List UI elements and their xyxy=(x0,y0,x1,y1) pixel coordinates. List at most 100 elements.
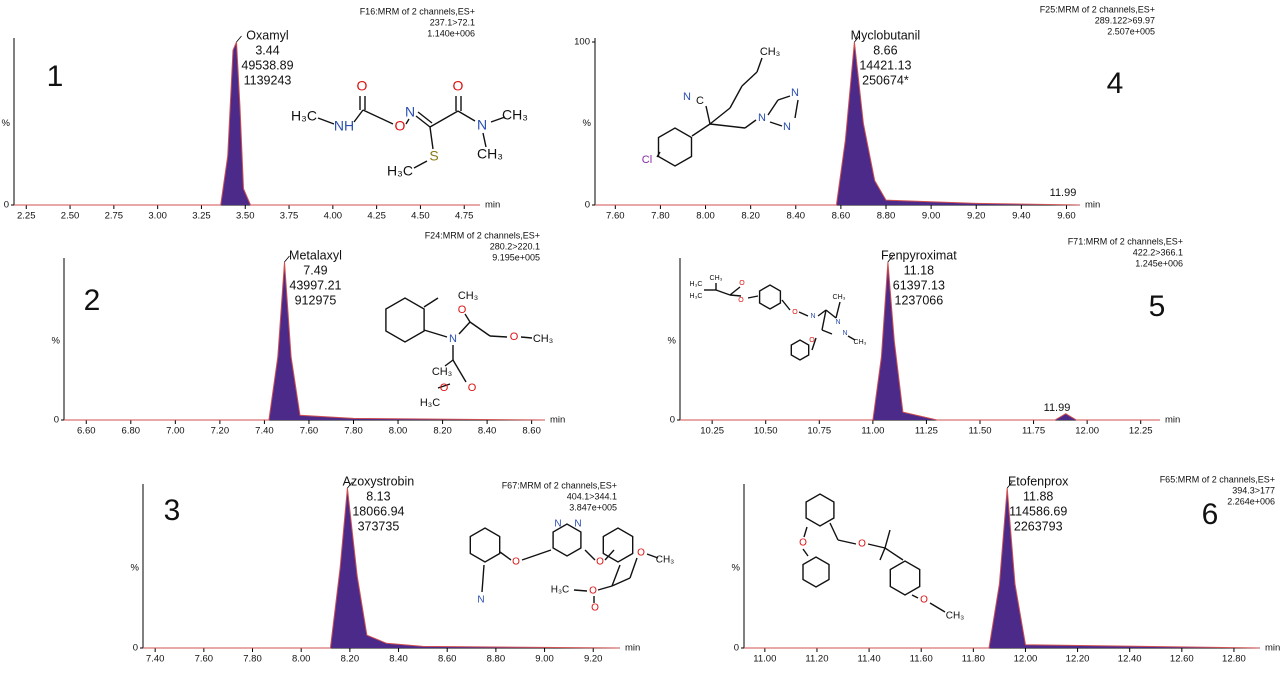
peak-pointer xyxy=(854,35,860,43)
bond xyxy=(490,116,506,123)
atom-label: O xyxy=(637,548,645,559)
atom-label: CH₃ xyxy=(432,366,452,378)
bond xyxy=(423,297,439,308)
x-tick-label: 8.60 xyxy=(522,426,541,437)
bond xyxy=(911,594,919,599)
channel-header: 422.2>366.1 xyxy=(1133,247,1183,257)
bond xyxy=(884,547,904,561)
peak-label: 11.88 xyxy=(1023,489,1053,503)
x-tick-label: 7.20 xyxy=(211,426,230,437)
atom-label: CH₃ xyxy=(833,294,846,301)
x-tick-label: 8.80 xyxy=(877,211,896,222)
ring xyxy=(385,297,425,343)
bond xyxy=(604,549,615,561)
bond xyxy=(489,335,508,338)
bond xyxy=(353,109,364,123)
bond xyxy=(825,309,837,319)
x-tick-label: 8.00 xyxy=(292,654,311,665)
peak-area xyxy=(595,42,1080,205)
bond xyxy=(777,95,791,101)
atom-label: O xyxy=(512,557,520,568)
channel-header: 289.122>69.97 xyxy=(1095,15,1155,25)
x-axis-label: min xyxy=(625,643,640,654)
x-tick-label: 8.40 xyxy=(787,211,806,222)
x-tick-label: 2.50 xyxy=(61,211,80,222)
peak-label: 49538.89 xyxy=(241,58,293,72)
x-tick-label: 4.25 xyxy=(367,211,386,222)
atom-label: N xyxy=(835,319,840,326)
atom-label: CH₃ xyxy=(502,107,528,123)
x-tick-label: 8.00 xyxy=(389,426,408,437)
x-axis-label: min xyxy=(485,200,500,211)
x-tick-label: 8.20 xyxy=(741,211,760,222)
peak-pointer xyxy=(284,255,290,263)
annotation: 11.99 xyxy=(1044,402,1071,414)
atom-label: O xyxy=(440,382,449,394)
ring xyxy=(552,523,582,557)
x-tick-label: 9.60 xyxy=(1057,211,1076,222)
ring xyxy=(469,527,501,563)
ring xyxy=(657,127,693,167)
bond xyxy=(867,543,886,549)
atom-label: CH₃ xyxy=(760,46,780,58)
channel-header: F65:MRM of 2 channels,ES+ xyxy=(1160,474,1275,484)
bond xyxy=(481,564,485,593)
x-tick-label: 7.40 xyxy=(146,654,165,665)
y-axis-label: % xyxy=(131,563,140,574)
bond xyxy=(747,295,759,299)
bond xyxy=(802,548,809,557)
x-tick-label: 8.60 xyxy=(438,654,457,665)
x-tick-label: 10.50 xyxy=(754,426,778,437)
x-tick-label: 7.80 xyxy=(243,654,262,665)
atom-label: H₃C xyxy=(690,293,703,300)
atom-label: O xyxy=(589,586,597,597)
peak-label: Myclobutanil xyxy=(851,28,920,42)
ring xyxy=(790,339,810,361)
atom-label: H₃C xyxy=(387,163,413,179)
x-tick-label: 4.00 xyxy=(324,211,343,222)
atom-label: CH₃ xyxy=(710,275,723,282)
x-tick-label: 12.00 xyxy=(1014,654,1038,665)
atom-label: N xyxy=(554,519,561,530)
atom-label: O xyxy=(357,78,368,94)
atom-label: CH₃ xyxy=(533,333,553,345)
panel-number: 4 xyxy=(1107,67,1124,100)
y-tick-label: 100 xyxy=(574,37,590,48)
x-tick-label: 7.80 xyxy=(344,426,363,437)
channel-header: 280.2>220.1 xyxy=(490,241,540,251)
atom-label: Cl xyxy=(642,154,652,166)
channel-header: 394.3>177 xyxy=(1232,485,1275,495)
atom-label: O xyxy=(591,603,599,614)
x-tick-label: 8.40 xyxy=(389,654,408,665)
x-tick-label: 11.40 xyxy=(858,654,881,665)
peak-area xyxy=(744,488,1260,648)
atom-label: N xyxy=(574,519,581,530)
x-tick-label: 3.25 xyxy=(192,211,211,222)
bond xyxy=(482,132,487,148)
y-tick-label: 0 xyxy=(670,415,675,426)
channel-header: 237.1>72.1 xyxy=(430,17,475,27)
x-tick-label: 12.40 xyxy=(1118,654,1142,665)
atom-label: O xyxy=(453,78,464,94)
bond xyxy=(429,126,434,150)
atom-label: O xyxy=(510,331,519,343)
bond xyxy=(929,602,946,613)
x-tick-label: 3.00 xyxy=(148,211,167,222)
bond xyxy=(767,99,779,116)
channel-header: 404.1>344.1 xyxy=(567,491,617,501)
x-tick-label: 9.00 xyxy=(922,211,941,222)
bond xyxy=(629,557,638,579)
bond xyxy=(803,526,808,538)
atom-label: O xyxy=(739,280,745,287)
atom-label: O xyxy=(858,539,866,550)
y-tick-label: 0 xyxy=(133,643,138,654)
y-tick-label: 0 xyxy=(4,200,9,211)
peak-pointer xyxy=(887,255,894,263)
peak-label: 8.13 xyxy=(366,489,390,503)
atom-label: CH₃ xyxy=(946,611,965,622)
bond xyxy=(464,313,471,323)
channel-header: F71:MRM of 2 channels,ES+ xyxy=(1068,236,1183,246)
atom-label: O xyxy=(395,118,406,134)
x-tick-label: 7.80 xyxy=(651,211,670,222)
